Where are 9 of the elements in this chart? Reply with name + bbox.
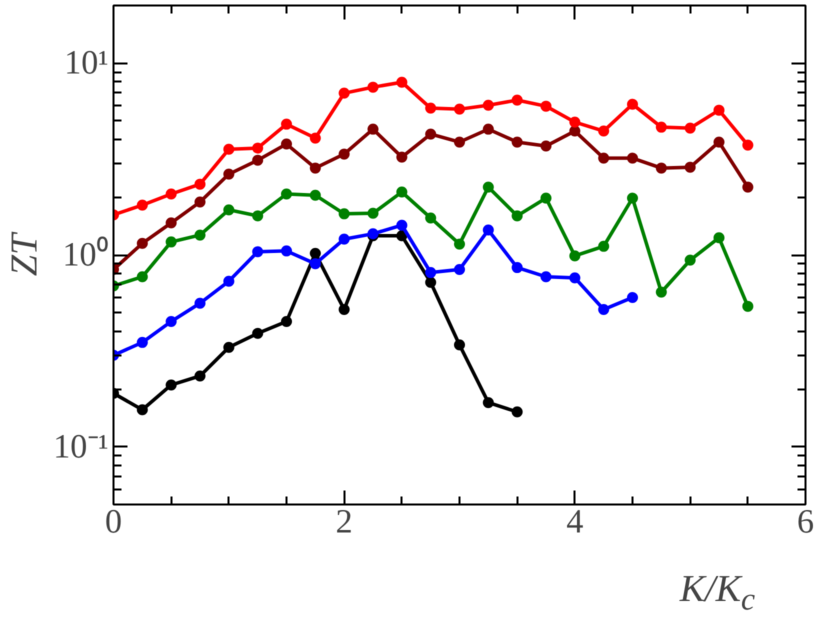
y-axis-title: ZT — [3, 231, 46, 276]
x-tick-label: 2 — [336, 504, 353, 540]
y-tick-label: 10¹ — [64, 44, 109, 82]
x-tick-label: 0 — [105, 504, 122, 540]
y-tick-label: 10⁻¹ — [53, 428, 109, 466]
x-tick-label: 6 — [797, 504, 814, 540]
x-axis-title: K/K$_{c}$ — [680, 568, 755, 617]
y-tick-label: 10⁰ — [62, 236, 108, 274]
x-tick-label: 4 — [566, 504, 584, 540]
